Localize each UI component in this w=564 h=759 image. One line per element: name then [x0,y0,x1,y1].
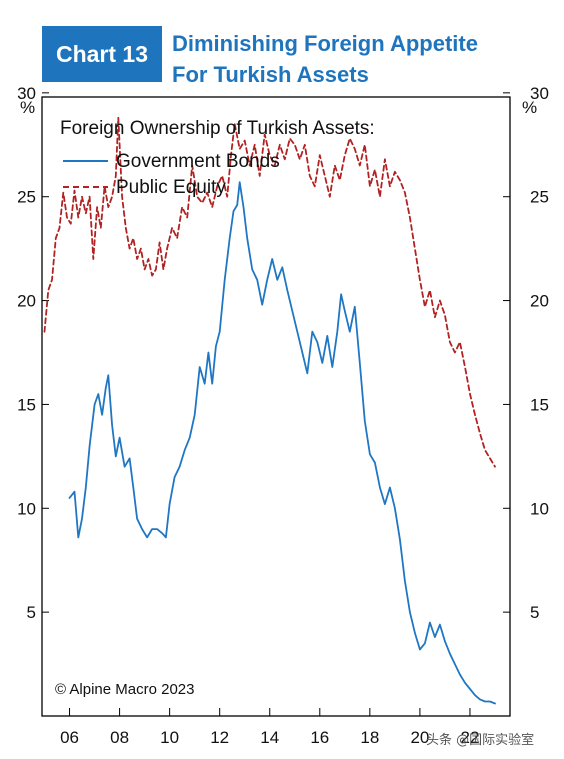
plot-frame [41,96,511,717]
x-tick-label-08: 08 [110,728,129,747]
x-tick-label-22: 22 [460,728,479,747]
right-unit-label: % [522,98,537,117]
legend-label-public-equity: Public Equity [116,177,226,198]
y-tick-label-right-15: 15 [530,395,549,414]
y-tick-label-left-25: 25 [17,188,36,207]
series-layer [43,116,496,705]
x-tick-label-14: 14 [260,728,279,747]
left-unit-label: % [20,98,35,117]
copyright-annotation: © Alpine Macro 2023 [55,681,194,698]
x-tick-label-06: 06 [60,728,79,747]
source-watermark: 头条 @国际实验室 [426,732,534,748]
x-tick-label-16: 16 [310,728,329,747]
chart-heading: Diminishing Foreign Appetite For Turkish… [172,28,478,90]
y-tick-label-left-20: 20 [17,292,36,311]
y-tick-label-right-20: 20 [530,292,549,311]
y-tick-label-right-10: 10 [530,499,549,518]
y-tick-label-left-10: 10 [17,499,36,518]
y-tick-label-right-30: 30 [530,84,549,103]
chart-heading-line-2: For Turkish Assets [172,62,369,87]
series-line-public-equity [43,116,496,468]
legend-label-government-bonds: Government Bonds [116,151,280,172]
y-tick-label-left-15: 15 [17,395,36,414]
x-tick-label-10: 10 [160,728,179,747]
chart-heading-line-1: Diminishing Foreign Appetite [172,31,478,56]
y-tick-label-left-5: 5 [27,603,36,622]
y-tick-label-left-30: 30 [17,84,36,103]
x-tick-label-18: 18 [360,728,379,747]
y-tick-label-right-25: 25 [530,188,549,207]
chart-number-badge: Chart 13 [42,26,162,82]
y-tick-label-right-5: 5 [530,603,539,622]
x-tick-label-12: 12 [210,728,229,747]
chart-title: Foreign Ownership of Turkish Assets: [60,118,375,139]
axes: 5 5 10 10 15 15 20 20 25 25 30 30 06 08 10 12 14 16 18 20 22 [17,84,549,747]
legend: Government Bonds Public Equity [63,151,280,198]
series-line-government-bonds [68,181,496,705]
x-tick-label-20: 20 [410,728,429,747]
